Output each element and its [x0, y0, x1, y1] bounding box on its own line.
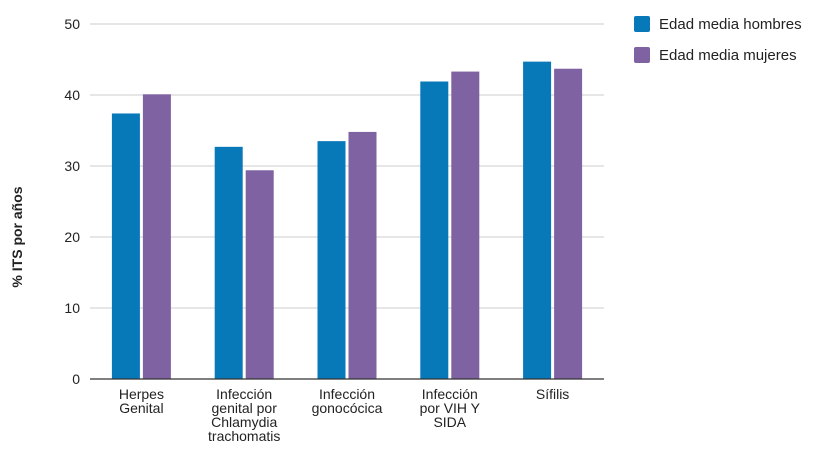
- gridlines: [90, 23, 604, 309]
- y-tick-label: 30: [64, 158, 80, 174]
- legend-swatch: [634, 47, 650, 63]
- legend-swatch: [634, 16, 650, 32]
- bar: Edad media mujeres: 34.8: [348, 131, 377, 379]
- bars: Edad media hombres: 37.4Edad media mujer…: [111, 61, 583, 380]
- y-tick-label: 50: [64, 16, 80, 32]
- legend-label: Edad media mujeres: [659, 47, 797, 64]
- x-tick-label: Herpes Genital: [119, 386, 164, 416]
- bar: Edad media mujeres: 29.4: [245, 170, 274, 379]
- x-tick-label: Infección por VIH Y SIDA: [420, 386, 481, 430]
- x-axis-ticks: Herpes Genital Infección genital por Chlamyd…: [119, 386, 569, 444]
- y-tick-label: 20: [64, 229, 80, 245]
- bar: Edad media hombres: 44.7: [523, 61, 552, 379]
- bar: Edad media mujeres: 43.3: [451, 71, 480, 379]
- bar: Edad media hombres: 37.4: [111, 113, 140, 380]
- legend-label: Edad media hombres: [659, 16, 802, 33]
- bar: Edad media hombres: 41.9: [420, 81, 449, 379]
- y-tick-label: 10: [64, 300, 80, 316]
- x-tick-label: Infección genital por Chlamydia trachomatis: [208, 386, 280, 444]
- y-axis-label: % ITS por años: [9, 186, 25, 287]
- y-axis-ticks: 0 10 20 30 40 50: [64, 16, 80, 387]
- bar: Edad media mujeres: 43.7: [554, 68, 583, 379]
- y-tick-label: 0: [72, 371, 80, 387]
- bar: Edad media mujeres: 40.1: [142, 94, 171, 379]
- x-tick-label: Infección gonocócica: [312, 386, 383, 416]
- x-tick-label: Sífilis: [536, 386, 569, 402]
- legend: Edad media hombres Edad media mujeres: [634, 16, 802, 64]
- bar: Edad media hombres: 32.7: [214, 146, 243, 379]
- y-tick-label: 40: [64, 87, 80, 103]
- bar: Edad media hombres: 33.5: [317, 141, 346, 379]
